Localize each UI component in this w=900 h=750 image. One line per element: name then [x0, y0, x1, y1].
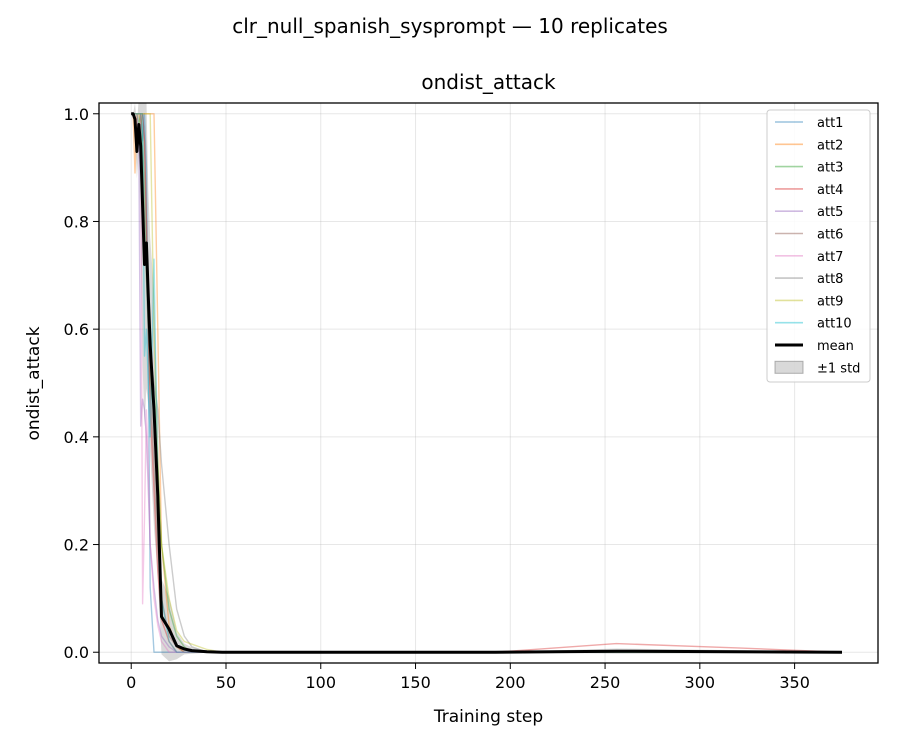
legend-label-att1: att1: [817, 116, 843, 131]
series-line-att3: [131, 113, 842, 653]
legend-label-att5: att5: [817, 205, 843, 220]
series-lines: [131, 113, 843, 653]
x-tick-label: 100: [305, 673, 336, 692]
x-tick-label: 0: [126, 673, 136, 692]
legend-label-att9: att9: [817, 294, 843, 309]
y-tick-label: 1.0: [64, 105, 89, 124]
x-tick-label: 150: [400, 673, 431, 692]
x-tick-label: 200: [495, 673, 526, 692]
series-line-att2: [131, 113, 842, 653]
series-line-att6: [131, 113, 842, 653]
chart-title: ondist_attack: [421, 70, 556, 94]
series-line-att1: [131, 113, 842, 653]
y-tick-label: 0.8: [64, 212, 89, 231]
y-tick-label: 0.2: [64, 536, 89, 555]
x-axis-label: Training step: [433, 707, 543, 727]
x-axis-ticks: 0 50 100 150 200 250 300 350: [126, 663, 810, 692]
y-axis-ticks: 0.0 0.2 0.4 0.6 0.8 1.0: [64, 105, 99, 662]
series-line-att9: [131, 113, 842, 653]
std-band: [131, 103, 842, 662]
chart-suptitle: clr_null_spanish_sysprompt — 10 replicat…: [232, 14, 668, 38]
legend-label-att10: att10: [817, 317, 852, 332]
x-tick-label: 50: [216, 673, 236, 692]
legend-label-att4: att4: [817, 183, 843, 198]
plot-area: [131, 103, 843, 662]
legend: att1 att2 att3 att4 att5 att6 att7 att8 att9 att1…: [766, 109, 871, 383]
legend-label-att6: att6: [817, 228, 843, 243]
y-tick-label: 0.6: [64, 320, 89, 339]
legend-label-att3: att3: [817, 161, 843, 176]
mean-line: [131, 112, 843, 654]
x-tick-label: 250: [590, 673, 621, 692]
legend-box: [766, 109, 871, 383]
series-line-att5: [131, 113, 842, 653]
legend-label-std: ±1 std: [817, 361, 860, 376]
legend-label-mean: mean: [817, 339, 854, 354]
series-line-att10: [131, 113, 842, 653]
series-line-att8: [131, 113, 842, 653]
x-tick-label: 350: [779, 673, 810, 692]
series-line-att7: [131, 113, 842, 653]
plot-frame: [98, 102, 879, 664]
legend-label-att2: att2: [817, 138, 843, 153]
grid: [99, 103, 878, 663]
legend-label-att8: att8: [817, 272, 843, 287]
legend-label-att7: att7: [817, 250, 843, 265]
y-tick-label: 0.0: [64, 643, 89, 662]
legend-swatch-std: [774, 360, 804, 374]
series-line-att4: [131, 113, 843, 653]
y-tick-label: 0.4: [64, 428, 89, 447]
x-tick-label: 300: [685, 673, 716, 692]
y-axis-label: ondist_attack: [24, 326, 44, 440]
